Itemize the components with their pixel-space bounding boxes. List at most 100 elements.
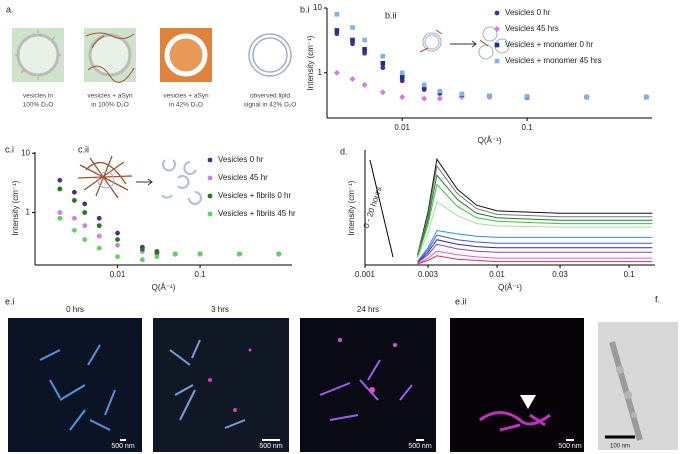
x-tick-label: 0.01 <box>489 270 505 279</box>
y-axis-title: Intensity (cm⁻¹) <box>11 180 20 235</box>
x-tick-label: 0.1 <box>522 123 534 132</box>
legend-label: Vesicles 45 hrs <box>505 24 559 33</box>
line <box>417 234 653 262</box>
marker <box>380 53 386 59</box>
x-axis-title: Q(Å⁻¹) <box>498 283 522 292</box>
marker <box>57 210 63 215</box>
marker <box>524 94 530 99</box>
x-tick-label: 0.01 <box>394 123 410 132</box>
marker <box>115 237 120 242</box>
line <box>417 157 653 255</box>
y-tick-label: 10 <box>313 3 322 12</box>
marker <box>361 81 368 88</box>
line <box>417 239 653 264</box>
marker <box>139 246 145 252</box>
caption: observed lipid <box>250 93 290 100</box>
x-tick-label: 0.1 <box>624 270 636 279</box>
marker <box>379 89 386 96</box>
marker <box>172 251 178 257</box>
marker <box>57 177 63 183</box>
marker <box>96 223 102 229</box>
marker <box>494 42 500 48</box>
inset-label: c.ii <box>78 144 89 154</box>
panel-label: d. <box>340 146 348 156</box>
marker <box>349 76 356 83</box>
marker <box>487 93 492 99</box>
marker <box>197 251 203 257</box>
x-axis-title: Q(Å⁻¹) <box>152 283 176 292</box>
marker <box>71 198 77 203</box>
time-label: 24 hrs <box>357 305 379 314</box>
y-axis-title: Intensity (cm⁻¹) <box>347 180 356 235</box>
line <box>417 200 653 259</box>
inset-label: b.ii <box>385 10 397 20</box>
x-tick-label: 0.03 <box>552 270 568 279</box>
marker <box>399 70 405 76</box>
marker <box>494 10 500 16</box>
marker <box>276 251 282 257</box>
marker <box>71 189 77 195</box>
y-tick-label: 10 <box>21 148 30 157</box>
marker <box>57 186 63 192</box>
panel-label: e.ii <box>455 296 467 306</box>
legend-label: Vesicles + fibrils 0 hr <box>218 191 291 200</box>
x-tick-label: 0.001 <box>355 270 376 279</box>
caption: in 100% D₂O <box>91 102 129 109</box>
marker <box>57 215 63 221</box>
marker <box>115 230 120 236</box>
line <box>417 164 653 255</box>
legend-label: Vesicles + fibrils 45 hr <box>218 209 296 218</box>
marker <box>350 41 355 47</box>
marker <box>139 257 145 263</box>
y-tick-label: 1 <box>318 68 323 77</box>
caption: in 42% D₂O <box>169 102 203 109</box>
marker <box>362 47 367 52</box>
marker <box>82 201 88 207</box>
legend-label: Vesicles 0 hr <box>218 155 264 164</box>
line <box>417 229 653 262</box>
legend-label: Vesicles + monomer 45 hrs <box>505 56 602 65</box>
legend-label: Vesicles + monomer 0 hr <box>505 40 594 49</box>
panel-label: f. <box>655 294 660 304</box>
y-axis-title: Intensity (cm⁻¹) <box>306 35 315 90</box>
scale-bar-label: 500 nm <box>558 443 582 450</box>
panel-label: b.i <box>300 4 310 14</box>
marker <box>154 250 160 256</box>
caption: vesicles + aSyn <box>163 93 209 100</box>
caption: vesicles + aSyn <box>87 93 133 100</box>
marker <box>494 26 500 32</box>
marker <box>207 211 213 217</box>
panel-label: c.i <box>5 144 14 154</box>
annotation-arrow <box>369 159 394 258</box>
marker <box>436 95 443 102</box>
marker <box>334 11 340 17</box>
x-tick-label: 0.003 <box>418 270 439 279</box>
marker <box>380 60 386 66</box>
line <box>417 243 653 264</box>
marker <box>154 254 160 260</box>
marker <box>71 215 77 221</box>
line <box>417 174 653 256</box>
marker <box>643 94 649 100</box>
marker <box>459 91 465 97</box>
marker <box>350 25 355 30</box>
x-tick-label: 0.01 <box>110 270 126 279</box>
time-label: 3 hrs <box>211 305 229 314</box>
marker <box>82 223 88 229</box>
marker <box>333 69 340 76</box>
marker <box>82 237 88 242</box>
marker <box>207 157 213 163</box>
marker <box>115 254 120 260</box>
marker <box>207 193 213 199</box>
x-tick-label: 0.1 <box>195 270 207 279</box>
schematic-a <box>12 28 292 83</box>
y-tick-label: 1 <box>26 208 31 217</box>
marker <box>399 78 405 84</box>
marker <box>71 227 77 233</box>
marker <box>421 82 427 88</box>
marker <box>82 210 88 215</box>
inset-c <box>77 155 202 205</box>
line <box>417 255 653 265</box>
x-axis-title: Q(Å⁻¹) <box>478 136 502 145</box>
